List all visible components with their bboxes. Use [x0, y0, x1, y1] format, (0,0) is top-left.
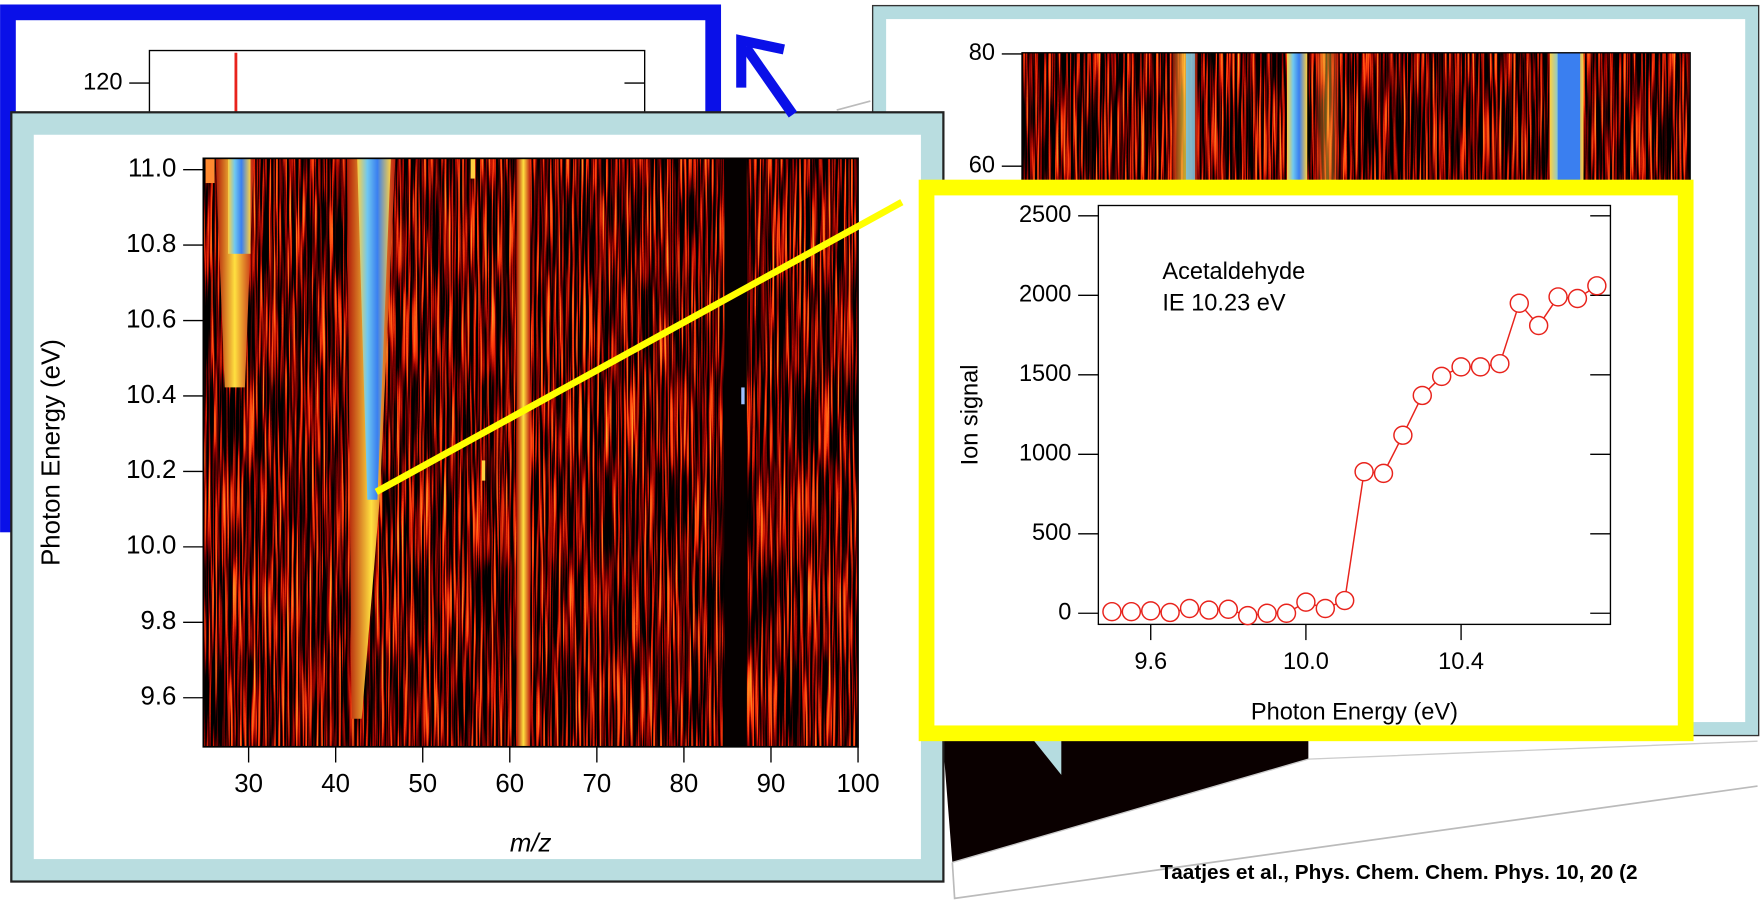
citation: Taatjes et al., Phys. Chem. Chem. Phys. …: [1160, 861, 1637, 884]
y-tick-label: 10.4: [126, 381, 176, 409]
heatmap: [202, 157, 859, 748]
data-point: [1218, 599, 1239, 619]
y-tick-label: 2500: [1019, 201, 1071, 227]
y-tick-label: 9.6: [141, 683, 177, 711]
data-point: [1296, 592, 1316, 612]
data-point: [1315, 598, 1336, 619]
pointer-line: [374, 199, 904, 495]
data-point: [1334, 590, 1355, 611]
arrow-head: [736, 34, 785, 88]
heatmap-noise: [203, 158, 859, 747]
y-tick-label: 0: [1058, 598, 1071, 624]
slab-top: [941, 718, 1309, 863]
x-axis-label: Photon Energy (eV): [1251, 698, 1458, 724]
heatmap-band: [470, 158, 476, 179]
x-tick-label: 80: [670, 770, 699, 798]
x-axis-label: m/z: [510, 829, 552, 857]
data-point: [1587, 276, 1607, 296]
y-tick-label: 500: [1032, 519, 1071, 545]
y-tick-label: 120: [83, 68, 122, 94]
data-point: [1121, 601, 1142, 622]
data-point: [1276, 603, 1297, 623]
heatmap-band: [481, 460, 486, 481]
y-tick-label: 2000: [1019, 281, 1071, 307]
y-tick-label: 10.6: [126, 305, 176, 333]
heatmap-band: [741, 387, 745, 405]
y-tick-label: 80: [969, 39, 995, 65]
plot-frame: [202, 157, 859, 748]
y-tick-label: 1000: [1019, 440, 1071, 466]
blue-arrow: [736, 34, 798, 118]
y-tick-label: 10.2: [126, 456, 176, 484]
heatmap-band: [357, 158, 391, 500]
y-tick-label: 11.0: [128, 154, 176, 182]
data-point: [1470, 357, 1491, 377]
data-point: [1160, 602, 1180, 623]
data-point: [1431, 366, 1452, 387]
line-chart-panel: 0 500 1000 1500 2000 2500 9.6 10.0 10.4 Photon En…: [918, 179, 1694, 742]
data-point: [1528, 315, 1549, 336]
data-point: [1199, 600, 1219, 620]
y-tick-label: 60: [969, 151, 995, 177]
y-tick-label: 9.8: [141, 607, 177, 635]
data-point: [1451, 357, 1471, 377]
data-point: [1102, 601, 1122, 622]
annotation: IE 10.23 eV: [1162, 290, 1285, 316]
perspective-edge: [836, 100, 871, 111]
annotation: Acetaldehyde: [1162, 258, 1305, 284]
y-tick-label: 10.8: [126, 230, 176, 258]
arrow-shaft: [741, 44, 798, 118]
front-heatmap-panel: 9.6 9.8 10.0 10.2 10.4 10.6 10.8 11.0 30 40 50 60 70…: [10, 111, 945, 883]
y-axis-label: Ion signal: [957, 364, 983, 465]
data-point: [1509, 293, 1529, 313]
data-point: [1373, 463, 1394, 484]
y-tick-label: 10.0: [126, 532, 176, 560]
x-tick-label: 10.0: [1283, 648, 1329, 674]
x-tick-label: 40: [321, 770, 350, 798]
x-tick-label: 10.4: [1438, 648, 1484, 674]
yellow-frame: [918, 179, 1694, 742]
data-point: [1490, 353, 1510, 374]
heatmap-band: [228, 158, 251, 254]
data-point: [1567, 288, 1588, 309]
y-tick-label: 1500: [1019, 360, 1071, 386]
x-tick-label: 9.6: [1134, 648, 1167, 674]
x-tick-label: 30: [234, 770, 263, 798]
heatmap-band: [516, 158, 531, 747]
data-point: [1257, 603, 1277, 623]
data-point: [1393, 425, 1413, 445]
data-point: [1354, 462, 1374, 482]
x-tick-label: 70: [582, 770, 611, 798]
x-tick-label: 90: [757, 770, 786, 798]
heatmap-gap: [724, 158, 747, 747]
data-point: [1412, 385, 1433, 406]
x-tick-label: 100: [837, 770, 880, 798]
data-point: [1238, 605, 1258, 626]
data-point: [1548, 287, 1568, 307]
data-point: [1141, 601, 1161, 621]
x-tick-label: 60: [495, 770, 524, 798]
x-tick-label: 50: [408, 770, 437, 798]
slab-edge: [951, 785, 1758, 900]
slab-edge: [952, 740, 1758, 864]
data-point: [1179, 598, 1200, 619]
plot-frame: [1097, 204, 1612, 626]
y-axis-label: Photon Energy (eV): [38, 339, 66, 566]
heatmap-band: [205, 158, 215, 184]
